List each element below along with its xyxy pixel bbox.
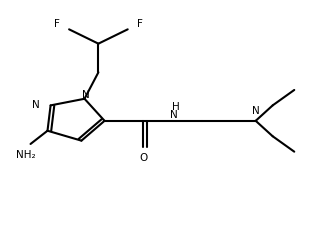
Text: H: H — [172, 102, 179, 112]
Text: O: O — [139, 153, 147, 162]
Text: F: F — [137, 19, 143, 29]
Text: F: F — [54, 19, 60, 29]
Text: N: N — [252, 105, 260, 115]
Text: N: N — [82, 90, 90, 100]
Text: N: N — [32, 100, 40, 110]
Text: N: N — [170, 110, 178, 119]
Text: NH₂: NH₂ — [16, 149, 36, 159]
